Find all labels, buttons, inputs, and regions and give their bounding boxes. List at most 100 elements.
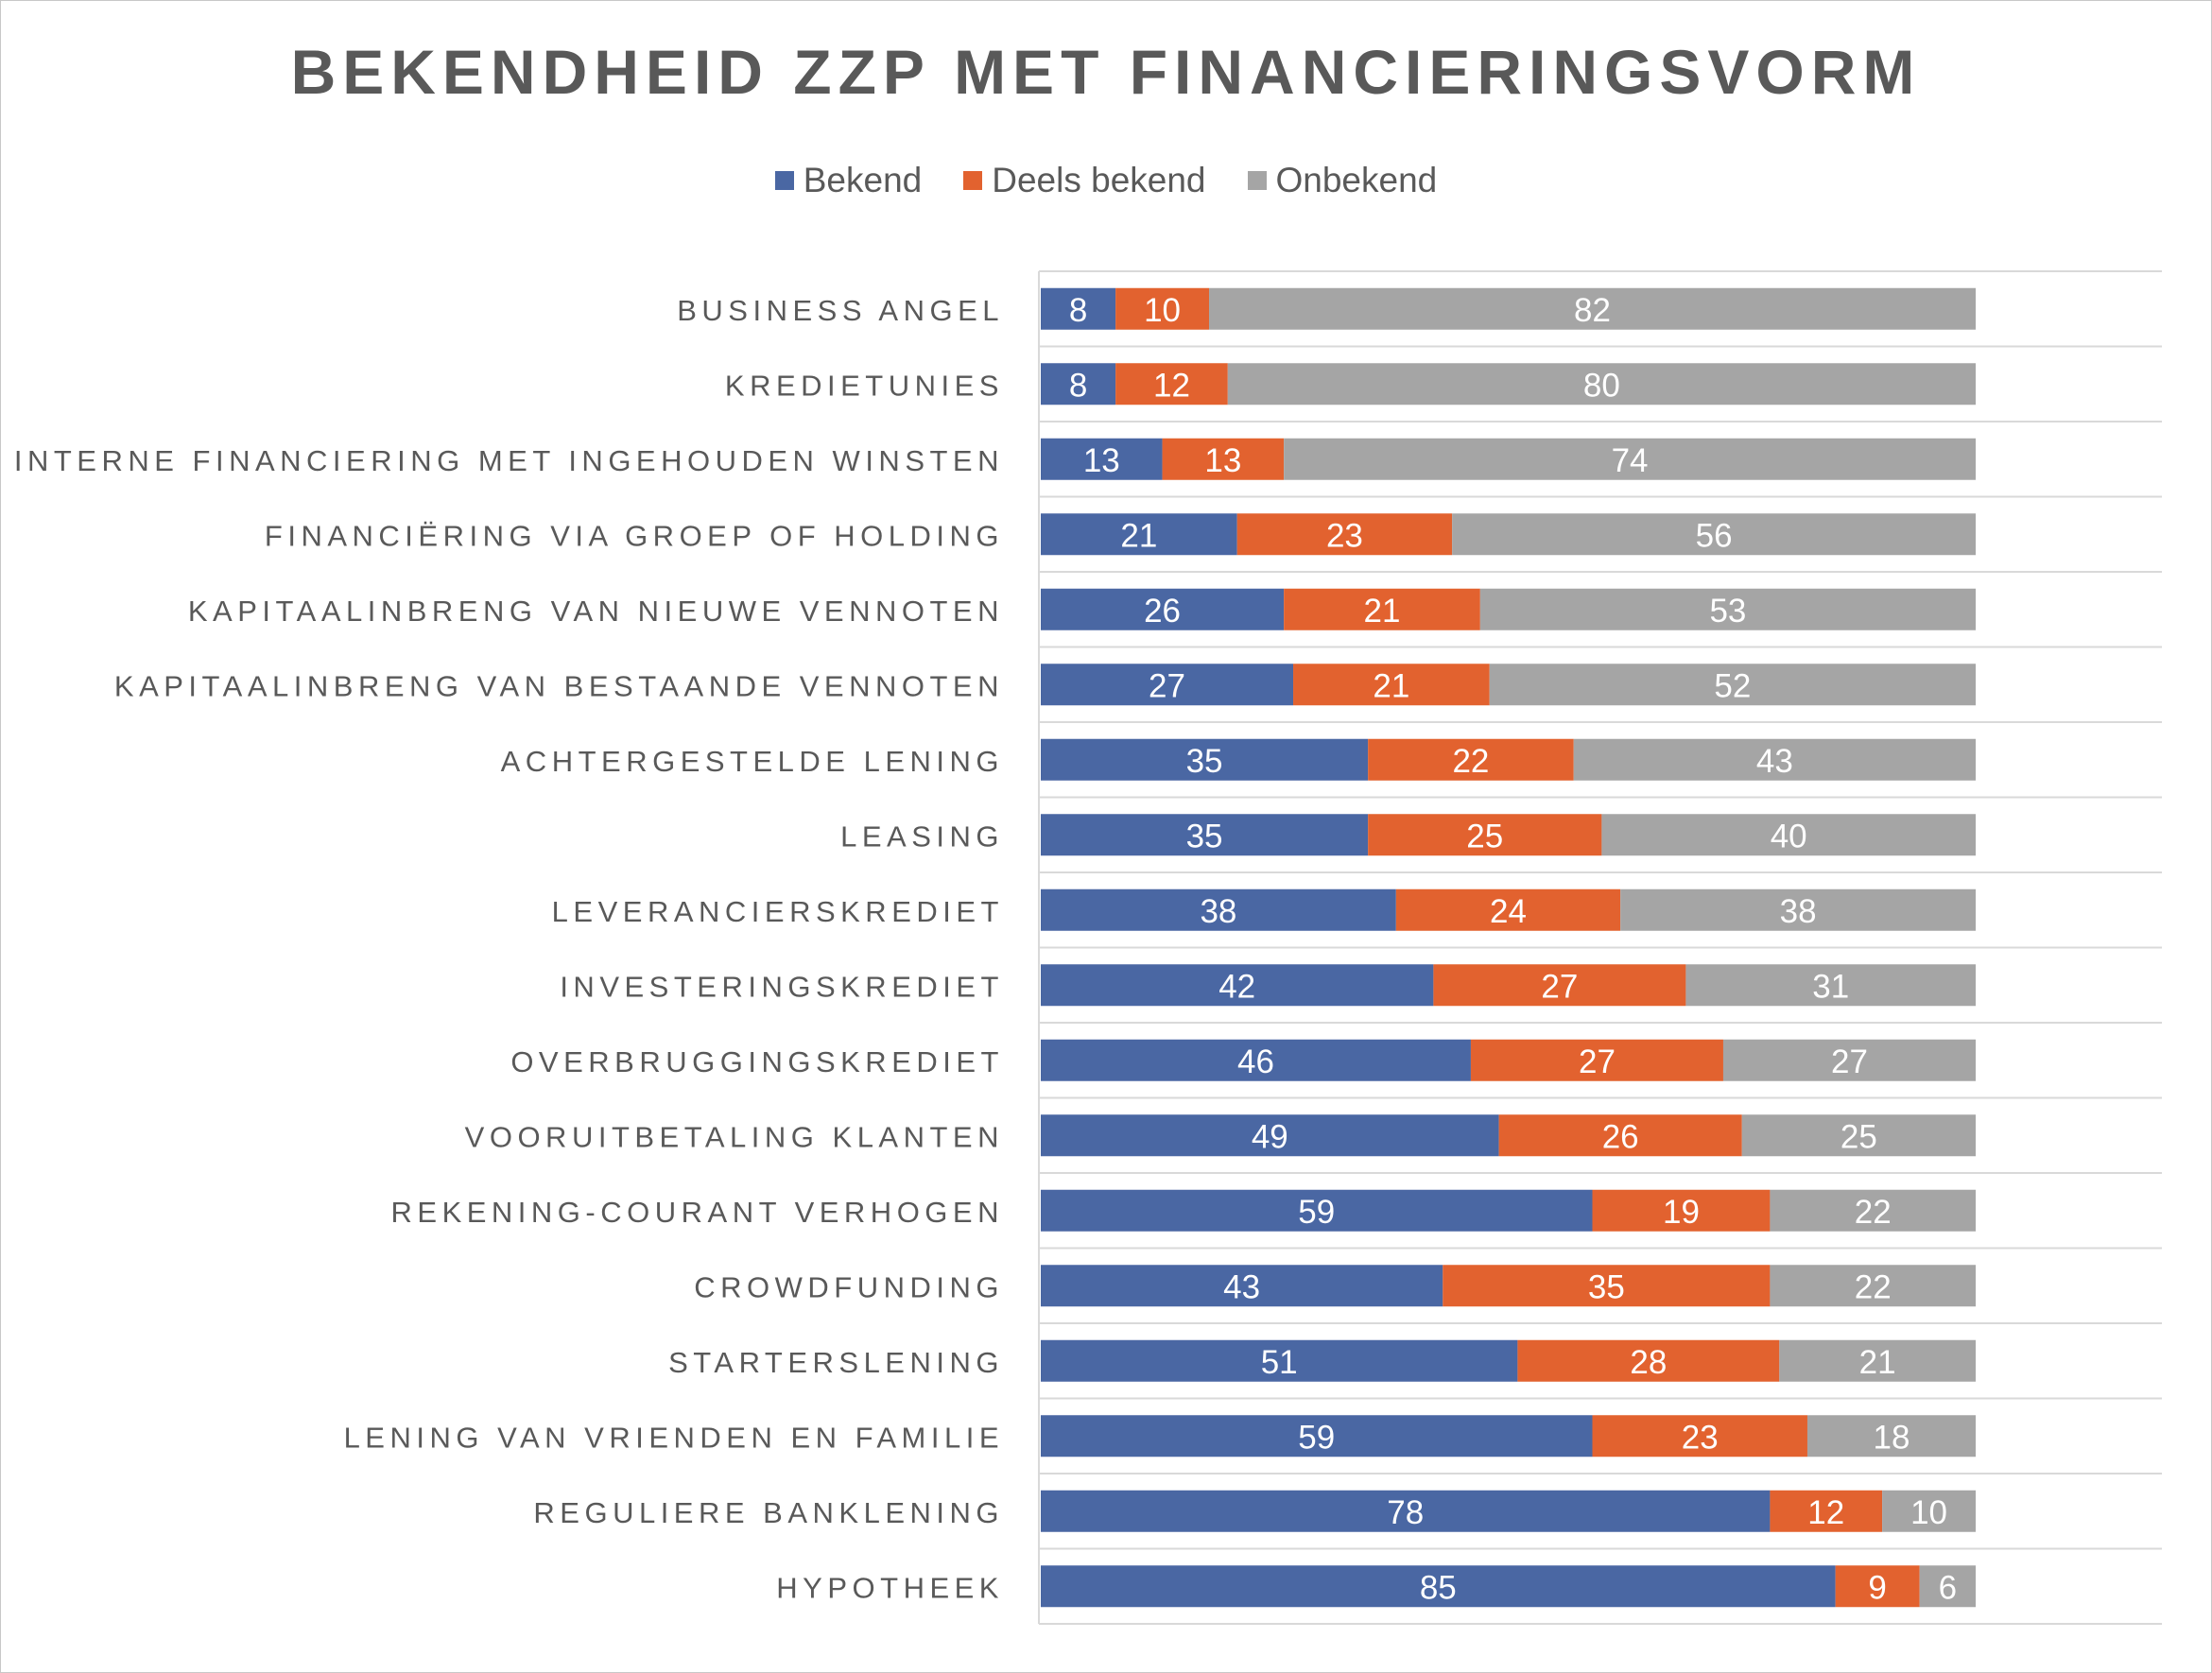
data-label-bekend-business-angel: 8 xyxy=(1069,292,1087,329)
bar-deels-bekend-kapitaalinbreng-van-nieuwe-vennoten xyxy=(1284,588,1480,630)
bar-bekend-vooruitbetaling-klanten xyxy=(1041,1114,1499,1157)
bar-onbekend-business-angel xyxy=(1209,287,1976,330)
bar-bekend-achtergestelde-lening xyxy=(1041,738,1369,781)
data-label-deels-bekend-hypotheek: 9 xyxy=(1868,1569,1886,1606)
bar-deels-bekend-business-angel xyxy=(1115,287,1210,330)
data-label-bekend-lening-van-vrienden-en-familie: 59 xyxy=(1298,1419,1335,1456)
bar-onbekend-leverancierskrediet xyxy=(1620,888,1976,931)
data-label-deels-bekend-reguliere-banklening: 12 xyxy=(1807,1494,1844,1531)
data-label-bekend-financi-ring-via-groep-of-holding: 21 xyxy=(1120,517,1157,554)
data-label-bekend-kapitaalinbreng-van-nieuwe-vennoten: 26 xyxy=(1144,593,1181,630)
data-label-bekend-leasing: 35 xyxy=(1186,818,1223,854)
data-label-onbekend-reguliere-banklening: 10 xyxy=(1910,1494,1947,1531)
legend-swatch-onbekend xyxy=(1247,171,1267,190)
legend-swatch-bekend xyxy=(774,171,794,190)
bar-deels-bekend-starterslening xyxy=(1517,1339,1780,1382)
data-label-bekend-interne-financiering-met-ingehouden-winsten: 13 xyxy=(1083,442,1120,479)
data-label-deels-bekend-interne-financiering-met-ingehouden-winsten: 13 xyxy=(1204,442,1241,479)
bar-bekend-reguliere-banklening xyxy=(1041,1490,1771,1532)
data-label-bekend-kredietunies: 8 xyxy=(1069,367,1087,404)
data-label-deels-bekend-financi-ring-via-groep-of-holding: 23 xyxy=(1326,517,1363,554)
legend-swatch-deels-bekend xyxy=(963,171,983,190)
data-label-onbekend-interne-financiering-met-ingehouden-winsten: 74 xyxy=(1612,442,1649,479)
data-label-onbekend-achtergestelde-lening: 43 xyxy=(1756,743,1793,780)
legend-label-deels-bekend: Deels bekend xyxy=(992,161,1206,199)
bar-deels-bekend-vooruitbetaling-klanten xyxy=(1498,1114,1742,1157)
bar-bekend-kredietunies xyxy=(1041,363,1116,405)
category-label-overbruggingskrediet: OVERBRUGGINGSKREDIET xyxy=(510,1045,1004,1078)
data-label-onbekend-financi-ring-via-groep-of-holding: 56 xyxy=(1696,517,1733,554)
category-label-financi-ring-via-groep-of-holding: FINANCIËRING VIA GROEP OF HOLDING xyxy=(265,519,1004,552)
data-label-deels-bekend-vooruitbetaling-klanten: 26 xyxy=(1602,1118,1639,1155)
data-label-onbekend-leverancierskrediet: 38 xyxy=(1780,893,1817,930)
bar-deels-bekend-hypotheek xyxy=(1835,1565,1920,1608)
category-label-lening-van-vrienden-en-familie: LENING VAN VRIENDEN EN FAMILIE xyxy=(344,1421,1004,1454)
data-label-deels-bekend-investeringskrediet: 27 xyxy=(1541,968,1578,1005)
bar-bekend-kapitaalinbreng-van-bestaande-vennoten xyxy=(1041,664,1294,706)
bar-deels-bekend-leverancierskrediet xyxy=(1395,888,1621,931)
bar-onbekend-lening-van-vrienden-en-familie xyxy=(1806,1415,1976,1457)
bar-onbekend-vooruitbetaling-klanten xyxy=(1741,1114,1976,1157)
data-label-bekend-achtergestelde-lening: 35 xyxy=(1186,743,1223,780)
data-label-bekend-overbruggingskrediet: 46 xyxy=(1237,1043,1274,1080)
chart-title: BEKENDHEID ZZP MET FINANCIERINGSVORM xyxy=(290,37,1922,107)
bar-bekend-starterslening xyxy=(1041,1339,1518,1382)
data-label-deels-bekend-starterslening: 28 xyxy=(1630,1344,1667,1381)
category-label-kapitaalinbreng-van-nieuwe-vennoten: KAPITAALINBRENG VAN NIEUWE VENNOTEN xyxy=(188,595,1004,628)
category-label-leasing: LEASING xyxy=(840,819,1004,853)
data-label-onbekend-kapitaalinbreng-van-bestaande-vennoten: 52 xyxy=(1714,667,1751,704)
data-label-deels-bekend-leasing: 25 xyxy=(1466,818,1503,854)
legend-label-bekend: Bekend xyxy=(803,161,923,199)
bar-bekend-financi-ring-via-groep-of-holding xyxy=(1041,513,1237,556)
legend-item-deels-bekend: Deels bekend xyxy=(963,161,1206,200)
data-label-bekend-crowdfunding: 43 xyxy=(1223,1268,1260,1305)
data-label-bekend-vooruitbetaling-klanten: 49 xyxy=(1252,1118,1288,1155)
category-label-starterslening: STARTERSLENING xyxy=(668,1346,1004,1379)
category-label-investeringskrediet: INVESTERINGSKREDIET xyxy=(560,970,1004,1003)
category-label-rekening-courant-verhogen: REKENING-COURANT VERHOGEN xyxy=(391,1196,1005,1229)
bar-deels-bekend-investeringskrediet xyxy=(1433,964,1686,1007)
data-label-bekend-leverancierskrediet: 38 xyxy=(1200,893,1236,930)
bar-deels-bekend-financi-ring-via-groep-of-holding xyxy=(1236,513,1453,556)
data-label-deels-bekend-leverancierskrediet: 24 xyxy=(1490,893,1527,930)
data-label-deels-bekend-achtergestelde-lening: 22 xyxy=(1452,743,1489,780)
data-label-onbekend-kredietunies: 80 xyxy=(1583,367,1620,404)
bar-onbekend-hypotheek xyxy=(1919,1565,1976,1608)
legend-item-bekend: Bekend xyxy=(774,161,923,200)
bar-bekend-rekening-courant-verhogen xyxy=(1041,1189,1593,1232)
bar-bekend-business-angel xyxy=(1041,287,1116,330)
legend-item-onbekend: Onbekend xyxy=(1247,161,1437,200)
bar-deels-bekend-rekening-courant-verhogen xyxy=(1592,1189,1771,1232)
bar-bekend-interne-financiering-met-ingehouden-winsten xyxy=(1041,438,1163,480)
data-label-onbekend-business-angel: 82 xyxy=(1574,292,1611,329)
data-label-bekend-kapitaalinbreng-van-bestaande-vennoten: 27 xyxy=(1149,667,1185,704)
bar-onbekend-reguliere-banklening xyxy=(1882,1490,1976,1532)
data-label-onbekend-starterslening: 21 xyxy=(1859,1344,1896,1381)
data-label-bekend-hypotheek: 85 xyxy=(1420,1569,1457,1606)
data-label-onbekend-vooruitbetaling-klanten: 25 xyxy=(1840,1118,1877,1155)
bar-onbekend-overbruggingskrediet xyxy=(1722,1039,1976,1081)
data-label-onbekend-investeringskrediet: 31 xyxy=(1812,968,1849,1005)
bar-onbekend-leasing xyxy=(1601,814,1976,856)
bar-bekend-leasing xyxy=(1041,814,1369,856)
bar-deels-bekend-interne-financiering-met-ingehouden-winsten xyxy=(1162,438,1285,480)
data-label-bekend-rekening-courant-verhogen: 59 xyxy=(1298,1194,1335,1231)
category-label-leverancierskrediet: LEVERANCIERSKREDIET xyxy=(552,895,1004,928)
data-label-deels-bekend-overbruggingskrediet: 27 xyxy=(1579,1043,1616,1080)
data-label-deels-bekend-rekening-courant-verhogen: 19 xyxy=(1663,1194,1700,1231)
category-label-kapitaalinbreng-van-bestaande-vennoten: KAPITAALINBRENG VAN BESTAANDE VENNOTEN xyxy=(114,669,1004,702)
bar-deels-bekend-crowdfunding xyxy=(1443,1265,1771,1307)
bar-onbekend-kredietunies xyxy=(1227,363,1976,405)
bar-bekend-leverancierskrediet xyxy=(1041,888,1396,931)
bar-onbekend-rekening-courant-verhogen xyxy=(1770,1189,1976,1232)
bar-onbekend-investeringskrediet xyxy=(1685,964,1976,1007)
data-label-deels-bekend-crowdfunding: 35 xyxy=(1588,1268,1625,1305)
category-label-reguliere-banklening: REGULIERE BANKLENING xyxy=(533,1496,1004,1529)
bar-onbekend-interne-financiering-met-ingehouden-winsten xyxy=(1284,438,1976,480)
data-label-bekend-investeringskrediet: 42 xyxy=(1218,968,1255,1005)
data-label-deels-bekend-kredietunies: 12 xyxy=(1153,367,1190,404)
data-label-deels-bekend-kapitaalinbreng-van-bestaande-vennoten: 21 xyxy=(1373,667,1409,704)
bar-deels-bekend-achtergestelde-lening xyxy=(1368,738,1574,781)
bar-onbekend-financi-ring-via-groep-of-holding xyxy=(1452,513,1976,556)
bar-bekend-hypotheek xyxy=(1041,1565,1836,1608)
